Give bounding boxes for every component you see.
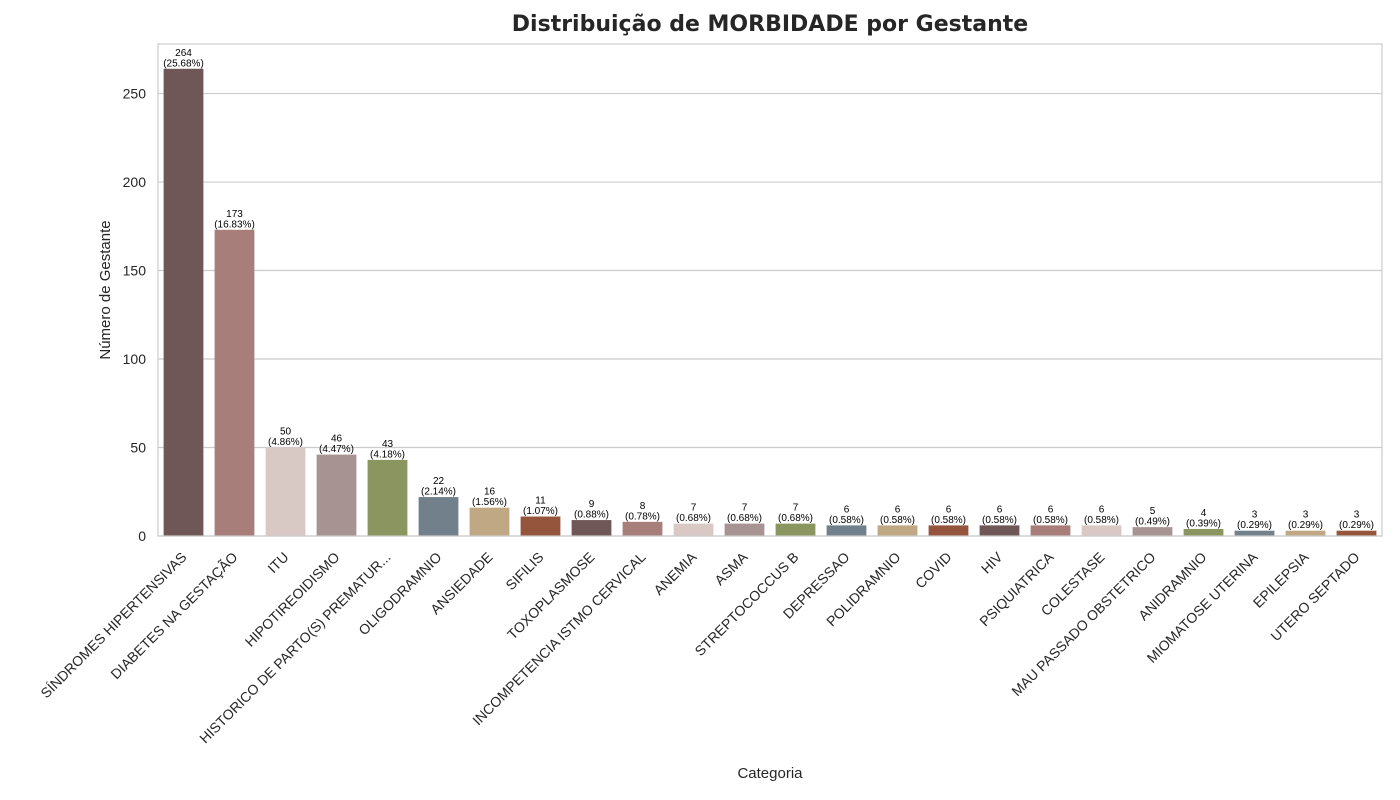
- data-label: 6 (0.58%): [1084, 504, 1119, 526]
- x-tick-label: HIPOTIREOIDISMO: [242, 549, 343, 650]
- bar: [775, 523, 816, 536]
- x-tick-label: SIFILIS: [502, 549, 546, 593]
- y-axis-label: Número de Gestante: [97, 220, 114, 359]
- data-label: 6 (0.58%): [880, 504, 915, 526]
- x-axis-label: Categoria: [737, 765, 803, 782]
- data-label: 6 (0.58%): [931, 504, 966, 526]
- data-label: 5 (0.49%): [1135, 506, 1170, 528]
- data-label: 8 (0.78%): [625, 501, 660, 523]
- data-label: 7 (0.68%): [676, 503, 711, 525]
- y-tick-label: 50: [130, 440, 146, 456]
- x-tick-label: UTERO SEPTADO: [1267, 549, 1362, 644]
- bar: [622, 521, 663, 536]
- data-label: 46 (4.47%): [319, 434, 354, 456]
- data-label: 11 (1.07%): [523, 496, 558, 517]
- data-label: 6 (0.58%): [982, 504, 1017, 526]
- bar: [520, 516, 561, 536]
- bar: [928, 525, 969, 536]
- x-tick-label: HISTORICO DE PARTO(S) PREMATUR...: [196, 549, 393, 746]
- y-tick-labels: 0 50 100 150 200 250: [123, 86, 147, 544]
- data-label: 50 (4.86%): [268, 427, 303, 449]
- data-label: 22 (2.14%): [421, 476, 456, 498]
- bar: [418, 497, 459, 536]
- bar: [571, 520, 612, 536]
- bar: [163, 68, 204, 536]
- y-tick-label: 250: [123, 86, 147, 102]
- bar: [1132, 527, 1173, 536]
- bar: [316, 454, 357, 536]
- bar: [1336, 530, 1377, 536]
- data-label: 6 (0.58%): [829, 504, 864, 526]
- data-label: 16 (1.56%): [472, 487, 507, 509]
- data-label: 7 (0.68%): [778, 503, 813, 525]
- bars: [163, 68, 1377, 536]
- data-label: 7 (0.68%): [727, 503, 762, 525]
- data-label: 3 (0.29%): [1339, 510, 1374, 532]
- y-tick-label: 100: [123, 351, 147, 367]
- bar: [724, 523, 765, 536]
- bar: [979, 525, 1020, 536]
- x-tick-label: ITU: [264, 549, 291, 576]
- bar: [1081, 525, 1122, 536]
- y-tick-label: 200: [123, 174, 147, 190]
- data-labels: 264 (25.68%) 173 (16.83%) 50 (4.86%) 46 (4.47%)…: [163, 48, 1374, 531]
- bar: [265, 447, 306, 536]
- data-label: 4 (0.39%): [1186, 508, 1221, 530]
- x-tick-label: TOXOPLASMOSE: [504, 549, 598, 643]
- bar: [1183, 528, 1224, 536]
- data-label: 264 (25.68%): [163, 48, 204, 70]
- bar: [1285, 530, 1326, 536]
- x-tick-label: HIV: [978, 548, 1006, 576]
- bar: [673, 523, 714, 536]
- data-label: 6 (0.58%): [1033, 504, 1068, 526]
- bar: [367, 459, 408, 536]
- bar: [469, 507, 510, 536]
- data-label: 3 (0.29%): [1288, 510, 1323, 532]
- bar: [214, 229, 255, 536]
- plot-frame: [157, 43, 1383, 537]
- data-label: 43 (4.18%): [370, 439, 405, 461]
- chart-title: Distribuição de MORBIDADE por Gestante: [511, 12, 1029, 37]
- bar: [1030, 525, 1071, 536]
- data-label: 3 (0.29%): [1237, 510, 1272, 532]
- bar: [1234, 530, 1275, 536]
- x-tick-label: COVID: [912, 549, 955, 592]
- x-tick-label: ANEMIA: [650, 548, 700, 598]
- x-tick-label: ASMA: [711, 548, 751, 588]
- data-label: 173 (16.83%): [214, 209, 255, 231]
- y-tick-label: 150: [123, 263, 147, 279]
- bar: [826, 525, 867, 536]
- data-label: 9 (0.88%): [574, 499, 609, 520]
- y-tick-label: 0: [138, 528, 146, 544]
- bar: [877, 525, 918, 536]
